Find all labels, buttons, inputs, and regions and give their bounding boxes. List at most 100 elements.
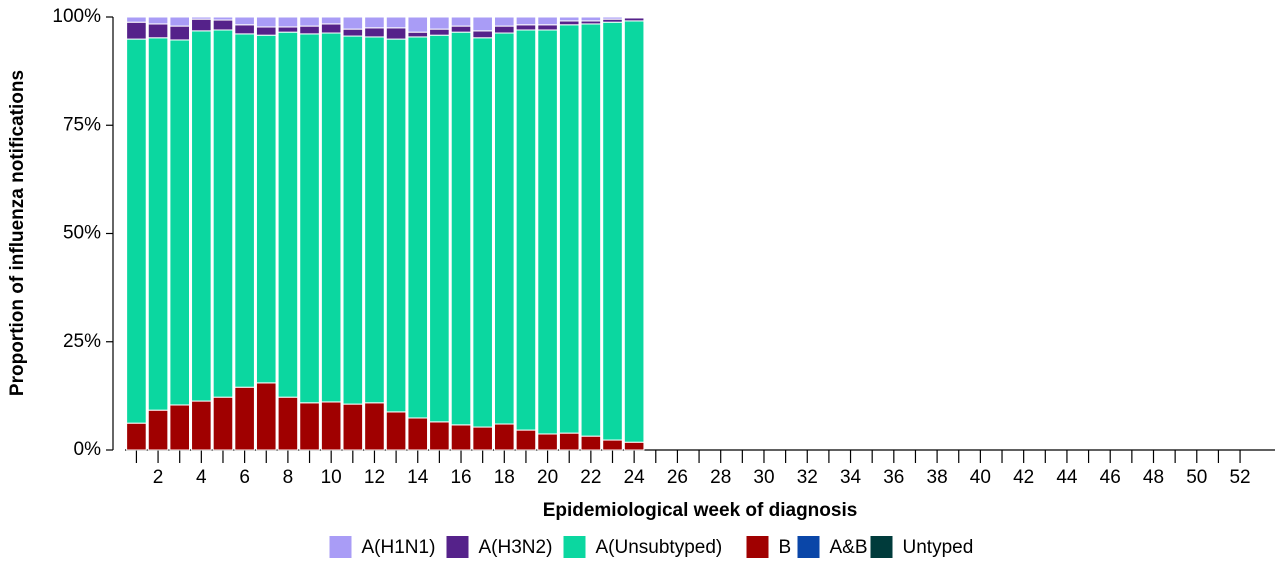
bar-segment <box>255 26 277 36</box>
x-tick-label: 50 <box>1186 467 1207 488</box>
bar-segment <box>558 24 580 434</box>
bar-segment <box>602 439 623 451</box>
bar-segment <box>277 396 299 451</box>
bar-segment <box>385 411 407 451</box>
legend-swatch <box>746 536 769 558</box>
bar-segment <box>277 16 299 28</box>
x-tick-label: 22 <box>580 467 601 488</box>
bar-segment <box>537 29 558 435</box>
bar-segment <box>494 16 515 27</box>
bar-segment <box>450 16 472 27</box>
bar-segment <box>364 402 385 451</box>
bar-segment <box>450 31 472 426</box>
bar-segment <box>515 29 537 431</box>
bar-segment <box>234 16 255 26</box>
bar-segment <box>623 16 645 19</box>
bar-segment <box>407 16 429 33</box>
bar-segment <box>342 16 364 30</box>
bar-segment <box>429 28 450 36</box>
bar-segment <box>580 16 602 22</box>
x-tick-label: 20 <box>537 467 558 488</box>
bar-segment <box>429 16 450 30</box>
bar-segment <box>169 404 190 451</box>
x-tick-label: 44 <box>1056 467 1078 488</box>
bar-segment <box>450 25 472 33</box>
bar-segment <box>299 25 320 35</box>
bar-segment <box>450 424 472 451</box>
legend-label: A(H1N1) <box>362 537 436 558</box>
bar-segment <box>169 39 190 406</box>
bar-segment <box>472 30 493 39</box>
bar-segment <box>147 37 169 411</box>
bar-segment <box>494 25 515 34</box>
bar-segment <box>299 33 320 404</box>
y-tick-label: 25% <box>63 331 101 352</box>
bar-segment <box>342 28 364 37</box>
bar-segment <box>126 422 147 451</box>
x-tick-label: 12 <box>364 467 385 488</box>
bar-segment <box>277 26 299 33</box>
bar-segment <box>169 25 190 41</box>
x-tick-label: 42 <box>1013 467 1034 488</box>
bar-segment <box>191 16 212 20</box>
bar-segment <box>472 426 493 451</box>
bar-segment <box>191 30 212 402</box>
bar-segment <box>212 29 234 398</box>
bar-segment <box>385 27 407 40</box>
bar-segment <box>191 400 212 451</box>
bar-segment <box>580 23 602 437</box>
legend-swatch <box>446 536 469 558</box>
bar-segment <box>429 421 450 451</box>
bar-segment <box>169 16 190 27</box>
x-tick-label: 36 <box>883 467 904 488</box>
bar-segment <box>494 32 515 425</box>
bar-segment <box>234 24 255 35</box>
x-tick-label: 6 <box>239 467 250 488</box>
bar-segment <box>255 16 277 28</box>
legend-swatch <box>329 536 352 558</box>
x-tick-label: 2 <box>153 467 164 488</box>
bar-segment <box>537 433 558 451</box>
bar-segment <box>212 396 234 451</box>
x-tick-label: 52 <box>1229 467 1250 488</box>
bar-segment <box>212 19 234 31</box>
x-tick-label: 18 <box>494 467 515 488</box>
bar-segment <box>342 35 364 405</box>
y-axis-title: Proportion of influenza notifications <box>7 70 28 396</box>
y-tick-label: 100% <box>52 6 101 27</box>
x-axis-title: Epidemiological week of diagnosis <box>543 500 858 521</box>
x-tick-label: 10 <box>321 467 342 488</box>
y-tick-label: 50% <box>63 223 101 244</box>
legend-swatch <box>870 536 893 558</box>
bar-segment <box>234 33 255 388</box>
x-tick-label: 32 <box>797 467 818 488</box>
bar-segment <box>364 16 385 29</box>
bar-segment <box>515 24 537 31</box>
bar-segment <box>126 38 147 424</box>
bar-segment <box>385 38 407 413</box>
bar-segment <box>147 16 169 25</box>
bar-segment <box>515 429 537 451</box>
bar-segment <box>320 16 342 25</box>
bar-segment <box>364 36 385 404</box>
legend-label: A(Unsubtyped) <box>596 537 723 558</box>
bar-segment <box>494 423 515 451</box>
bar-segment <box>147 23 169 39</box>
x-tick-label: 14 <box>407 467 429 488</box>
legend-label: A(H3N2) <box>479 537 553 558</box>
bar-segment <box>580 435 602 451</box>
bar-segment <box>407 31 429 38</box>
x-tick-label: 8 <box>283 467 294 488</box>
bar-segment <box>515 16 537 26</box>
bar-segment <box>126 16 147 23</box>
bar-segment <box>212 16 234 21</box>
bar-segment <box>234 386 255 451</box>
legend-label: A&B <box>830 537 868 558</box>
bar-segment <box>623 20 645 443</box>
x-tick-label: 30 <box>753 467 774 488</box>
legend-swatch <box>797 536 820 558</box>
bar-segment <box>558 16 580 22</box>
bar-segment <box>558 432 580 451</box>
bar-segment <box>255 382 277 451</box>
